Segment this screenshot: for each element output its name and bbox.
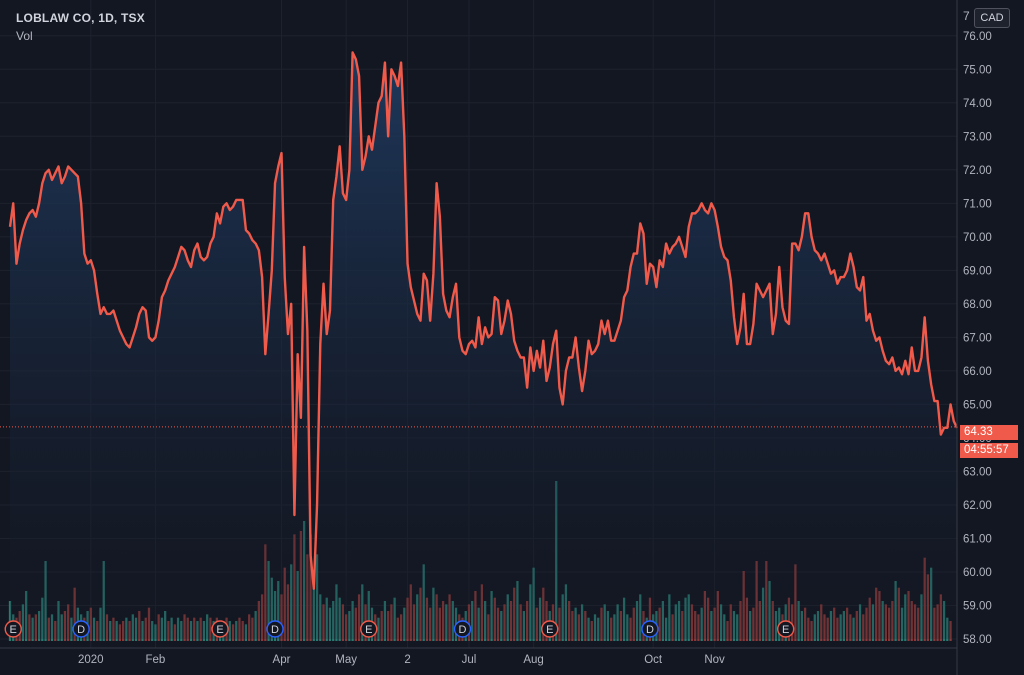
y-tick-label: 59.00 xyxy=(963,600,992,612)
event-marker-label: E xyxy=(216,624,223,636)
x-tick-label: Feb xyxy=(146,654,166,666)
y-tick-label: 76.00 xyxy=(963,31,992,43)
x-axis-labels: 2020 Feb Apr May 2 Jul Aug Oct Nov xyxy=(78,654,725,666)
y-tick-label: 69.00 xyxy=(963,265,992,277)
y-axis-labels: 58.0059.0060.0061.0062.0063.0064.0065.00… xyxy=(963,31,992,646)
y-tick-label: 65.00 xyxy=(963,399,992,411)
event-marker-label: E xyxy=(10,624,17,636)
y-tick-label: 66.00 xyxy=(963,366,992,378)
event-marker-label: E xyxy=(546,624,553,636)
dividend-marker[interactable]: D xyxy=(72,620,90,638)
volume-legend: Vol xyxy=(16,29,33,43)
y-tick-label: 71.00 xyxy=(963,198,992,210)
price-line xyxy=(8,51,959,590)
event-marker-label: D xyxy=(271,624,279,636)
y-axis-clipped-label: 7 xyxy=(963,9,970,23)
price-area-fill xyxy=(10,52,957,639)
earnings-marker[interactable]: E xyxy=(360,620,378,638)
symbol-title: LOBLAW CO, 1D, TSX xyxy=(16,11,145,25)
countdown-tag: 04:55:57 xyxy=(960,443,1018,458)
y-tick-label: 73.00 xyxy=(963,131,992,143)
event-marker-label: E xyxy=(782,624,789,636)
event-marker-label: D xyxy=(459,624,467,636)
y-tick-label: 68.00 xyxy=(963,299,992,311)
y-tick-label: 67.00 xyxy=(963,332,992,344)
y-tick-label: 63.00 xyxy=(963,466,992,478)
last-price-tag: 64.33 xyxy=(960,425,1018,440)
x-tick-label: Oct xyxy=(644,654,663,666)
earnings-marker[interactable]: E xyxy=(211,620,229,638)
x-tick-label: Nov xyxy=(704,654,725,666)
x-tick-label: Jul xyxy=(462,654,477,666)
dividend-marker[interactable]: D xyxy=(641,620,659,638)
y-tick-label: 75.00 xyxy=(963,64,992,76)
y-tick-label: 72.00 xyxy=(963,165,992,177)
dividend-marker[interactable]: D xyxy=(266,620,284,638)
y-tick-label: 61.00 xyxy=(963,533,992,545)
x-tick-label: Aug xyxy=(523,654,543,666)
x-tick-label: May xyxy=(335,654,357,666)
x-tick-label: 2 xyxy=(404,654,410,666)
y-tick-label: 62.00 xyxy=(963,500,992,512)
event-marker-label: D xyxy=(646,624,654,636)
event-marker-label: D xyxy=(77,624,85,636)
earnings-marker[interactable]: E xyxy=(776,620,795,638)
y-tick-label: 60.00 xyxy=(963,567,992,579)
earnings-marker[interactable]: E xyxy=(4,620,22,638)
dividend-marker[interactable]: D xyxy=(453,620,472,638)
currency-button[interactable]: CAD xyxy=(974,8,1010,28)
y-tick-label: 74.00 xyxy=(963,98,992,110)
y-tick-label: 58.00 xyxy=(963,634,992,646)
y-tick-label: 70.00 xyxy=(963,232,992,244)
event-marker-label: E xyxy=(365,624,372,636)
earnings-marker[interactable]: E xyxy=(541,620,559,638)
x-tick-label: Apr xyxy=(273,654,291,666)
x-tick-label: 2020 xyxy=(78,654,104,666)
